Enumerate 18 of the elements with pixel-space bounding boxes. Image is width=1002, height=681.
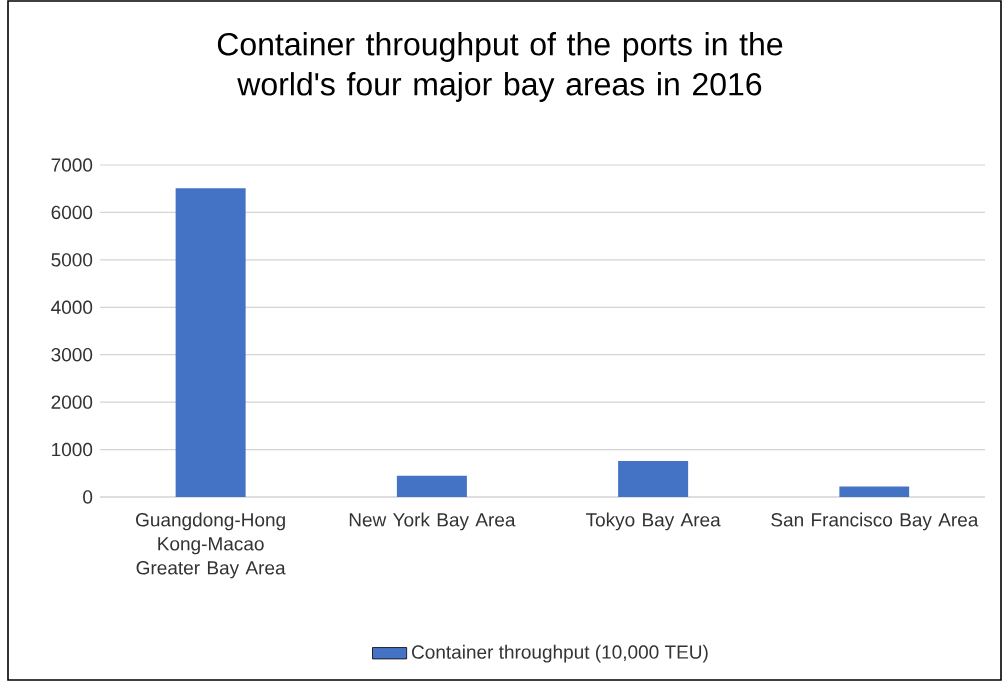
bar — [175, 188, 246, 497]
y-tick-label: 3000 — [51, 347, 93, 362]
x-tick-label: New York Bay Area — [349, 512, 516, 531]
x-tick-label: Tokyo Bay Area — [585, 512, 721, 531]
y-tick-label: 1000 — [52, 442, 93, 457]
chart-title: Container throughput of the ports in the world's four major bay areas in 2016 — [217, 32, 783, 102]
bar — [839, 486, 910, 497]
bar — [618, 460, 689, 497]
x-tick-label: San Francisco Bay Area — [771, 512, 979, 531]
x-tick-label: Guangdong-Hong Kong-Macao Greater Bay Area — [136, 512, 286, 579]
y-tick-label: 4000 — [51, 300, 93, 315]
y-tick-label: 5000 — [51, 253, 93, 267]
y-tick-label: 0 — [83, 490, 93, 504]
legend-label: Container throughput (10,000 TEU) — [412, 644, 708, 663]
y-tick-label: 6000 — [51, 205, 93, 220]
y-tick-label: 7000 — [51, 158, 93, 172]
bar — [396, 475, 467, 497]
y-tick-label: 2000 — [51, 395, 93, 409]
